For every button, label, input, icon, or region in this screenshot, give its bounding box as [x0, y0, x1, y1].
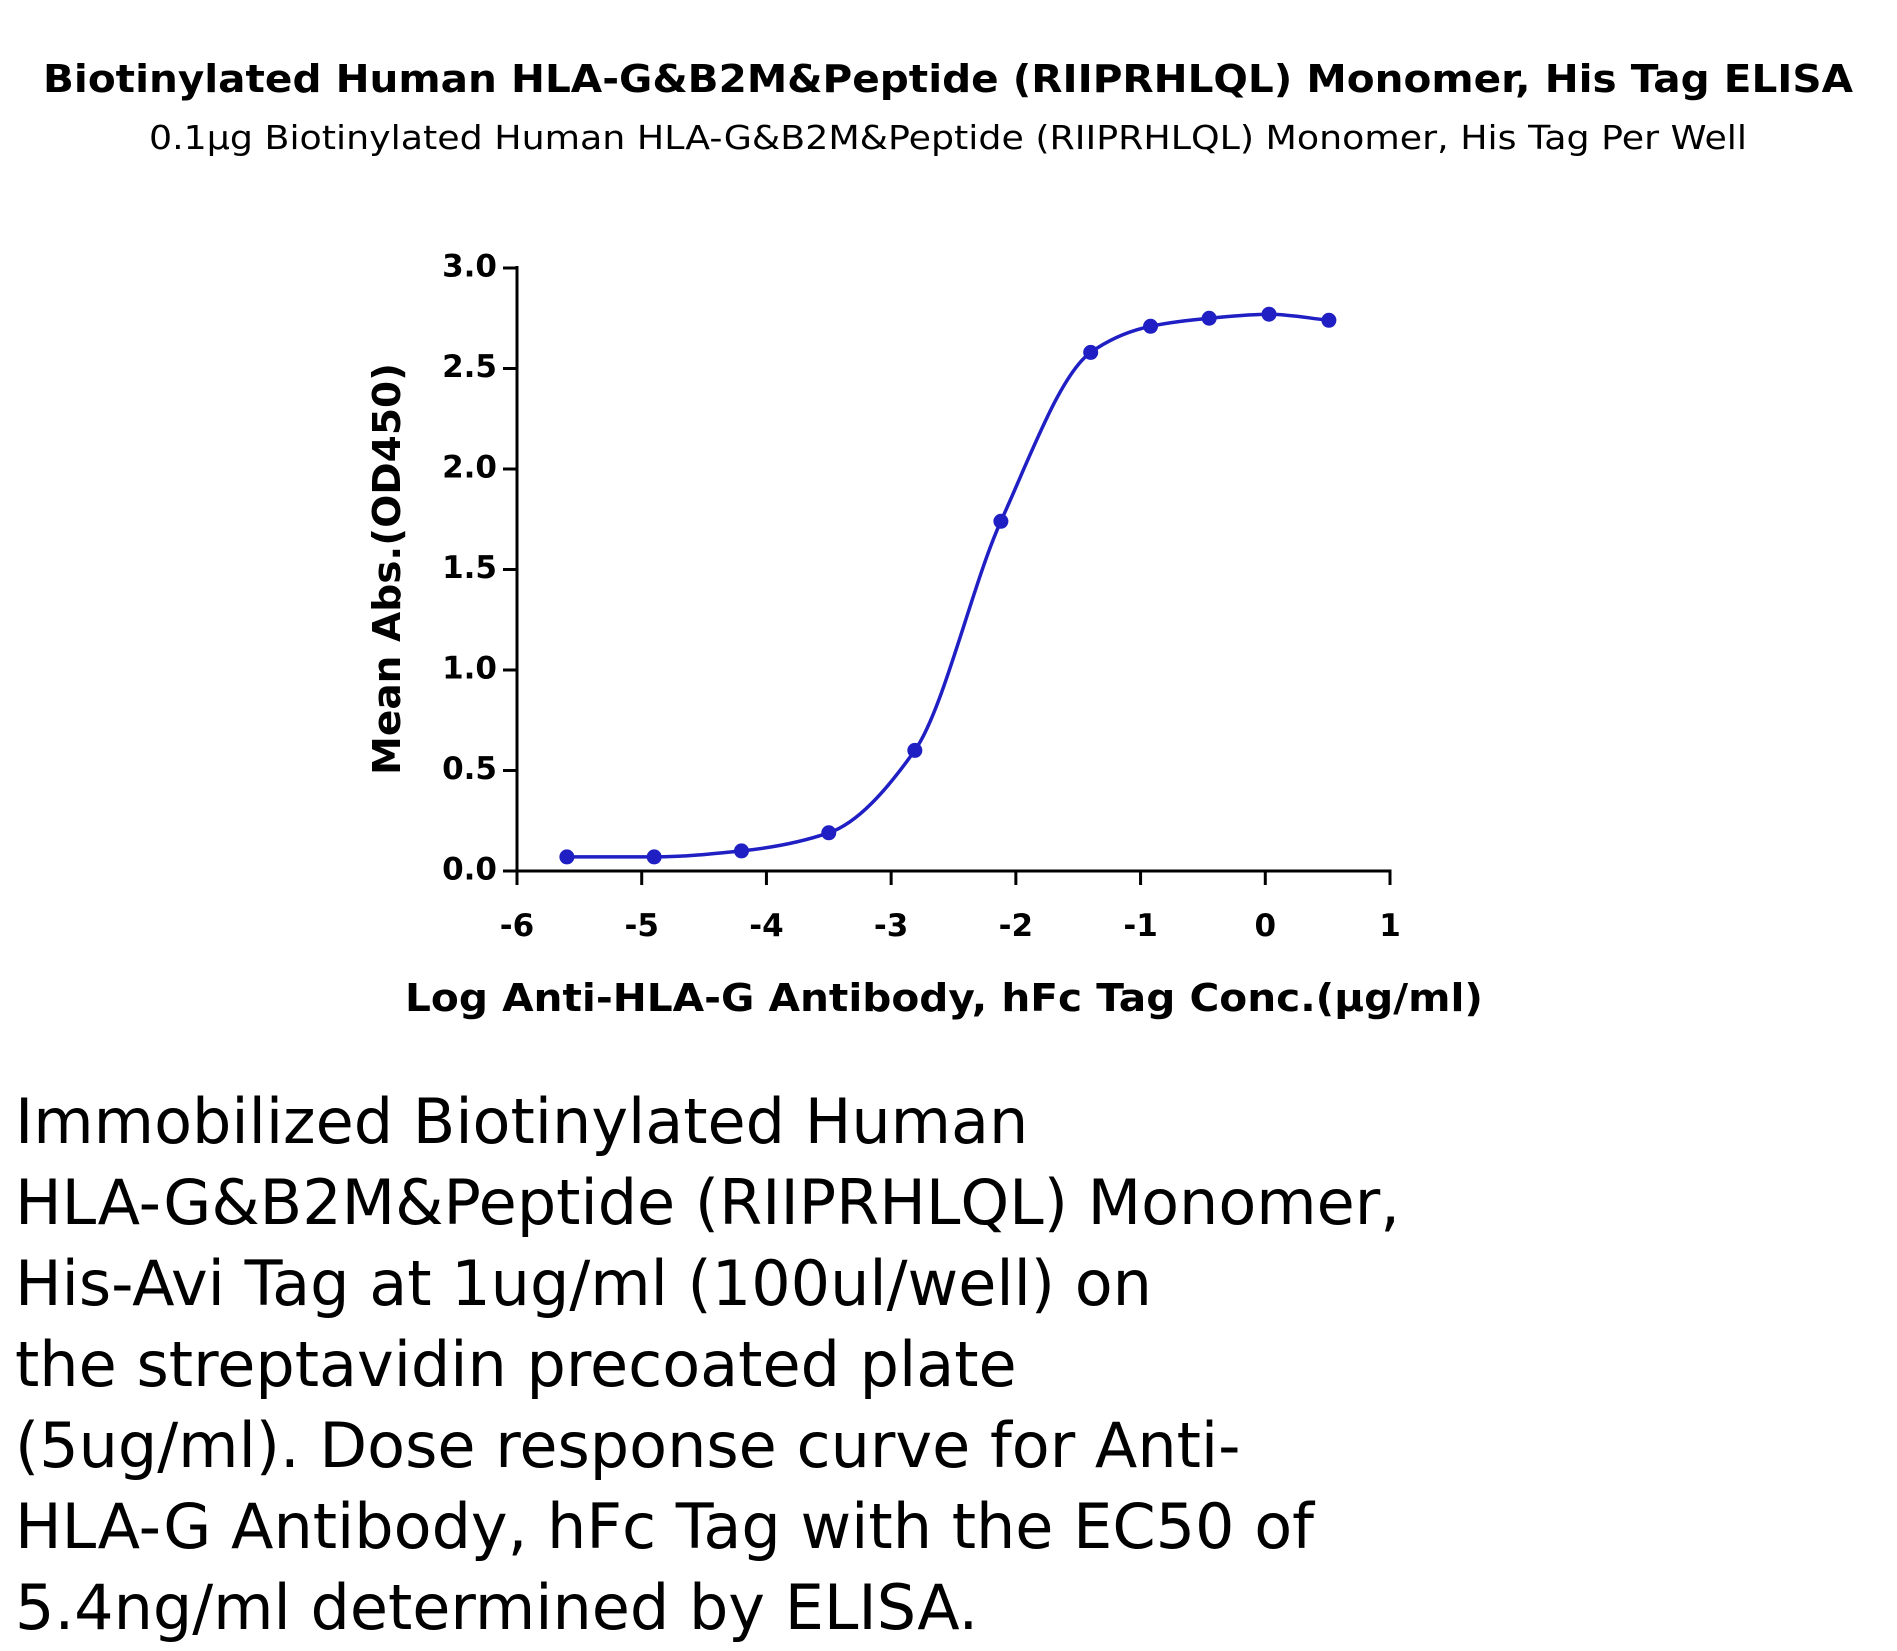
- data-point: [1321, 312, 1337, 328]
- x-tick-label: -6: [500, 908, 534, 944]
- y-tick-label: 1.0: [442, 651, 497, 687]
- data-point: [733, 843, 749, 859]
- x-tick-label: 0: [1254, 908, 1276, 944]
- description-line: 5.4ng/ml determined by ELISA.: [15, 1571, 978, 1644]
- x-axis-label: Log Anti-HLA-G Antibody, hFc Tag Conc.(µ…: [405, 976, 1483, 1020]
- y-tick-label: 0.5: [442, 751, 497, 787]
- data-point: [646, 849, 662, 865]
- description-line: (5ug/ml). Dose response curve for Anti-: [15, 1409, 1241, 1482]
- data-point: [1261, 306, 1277, 322]
- chart-title: Biotinylated Human HLA-G&B2M&Peptide (RI…: [43, 57, 1854, 101]
- x-tick-label: 1: [1379, 908, 1401, 944]
- description-line: the streptavidin precoated plate: [15, 1328, 1017, 1401]
- description-line: HLA-G&B2M&Peptide (RIIPRHLQL) Monomer,: [15, 1166, 1400, 1239]
- data-point: [1143, 318, 1159, 334]
- y-tick-label: 0.0: [442, 852, 497, 888]
- x-tick-label: -1: [1123, 908, 1157, 944]
- data-point: [559, 849, 575, 865]
- y-tick-label: 1.5: [442, 550, 497, 586]
- data-point: [993, 513, 1009, 529]
- y-tick-label: 3.0: [442, 249, 497, 285]
- data-point: [821, 825, 837, 841]
- x-tick-label: -3: [874, 908, 908, 944]
- data-point: [907, 742, 923, 758]
- description-line: Immobilized Biotinylated Human: [15, 1085, 1028, 1158]
- data-point: [1083, 344, 1099, 360]
- y-tick-label: 2.5: [442, 349, 497, 385]
- data-point: [1201, 310, 1217, 326]
- chart-subtitle: 0.1µg Biotinylated Human HLA-G&B2M&Pepti…: [149, 118, 1747, 157]
- y-tick-label: 2.0: [442, 450, 497, 486]
- y-axis-label: Mean Abs.(OD450): [365, 363, 409, 775]
- fit-curve: [566, 312, 1330, 859]
- description-line: His-Avi Tag at 1ug/ml (100ul/well) on: [15, 1247, 1152, 1320]
- description: Immobilized Biotinylated Human HLA-G&B2M&…: [15, 1085, 1400, 1644]
- description-line: HLA-G Antibody, hFc Tag with the EC50 of: [15, 1490, 1316, 1563]
- x-tick-label: -4: [749, 908, 783, 944]
- x-tick-label: -2: [999, 908, 1033, 944]
- x-tick-label: -5: [624, 908, 658, 944]
